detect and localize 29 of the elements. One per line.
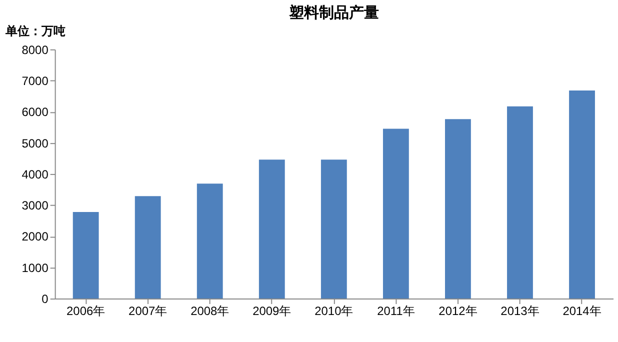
bar bbox=[72, 212, 99, 299]
y-tick-label: 8000 bbox=[22, 42, 49, 57]
y-tick-label: 0 bbox=[42, 292, 49, 306]
bar bbox=[382, 128, 409, 299]
y-tick-label: 2000 bbox=[22, 230, 49, 244]
x-tick-label: 2012年 bbox=[438, 304, 478, 318]
y-tick-label: 6000 bbox=[22, 105, 49, 120]
x-tick-label: 2011年 bbox=[377, 304, 415, 318]
bar bbox=[569, 90, 595, 299]
x-tick-label: 2009年 bbox=[252, 304, 292, 318]
bar bbox=[196, 184, 223, 299]
bar bbox=[445, 119, 471, 299]
x-tick-label: 2006年 bbox=[66, 304, 106, 318]
y-tick-label: 4000 bbox=[22, 167, 49, 182]
x-tick-label: 2008年 bbox=[190, 304, 230, 318]
y-tick-label: 1000 bbox=[22, 260, 49, 275]
bar bbox=[507, 106, 533, 299]
x-tick-label: 2007年 bbox=[128, 304, 168, 318]
x-tick-label: 2010年 bbox=[314, 304, 354, 318]
y-axis-title: 单位：万吨 bbox=[4, 24, 66, 38]
x-tick-label: 2014年 bbox=[562, 304, 602, 318]
x-tick-label: 2013年 bbox=[500, 304, 540, 318]
chart-title: 塑料制品产量 bbox=[288, 3, 379, 22]
bar bbox=[320, 160, 347, 299]
y-tick-label: 5000 bbox=[22, 136, 49, 150]
bar bbox=[258, 160, 285, 299]
y-tick-label: 7000 bbox=[22, 74, 49, 88]
bar bbox=[134, 196, 161, 299]
y-tick-label: 3000 bbox=[22, 198, 49, 213]
